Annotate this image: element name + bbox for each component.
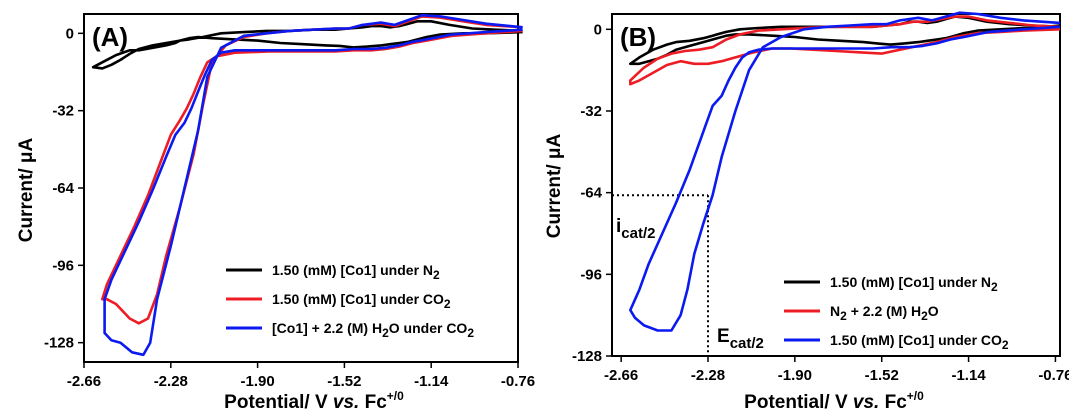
panel-a: (A) 0-32-64-96-128 -2.66 -2.28 -1.90 -1.52-… (16, 13, 535, 413)
plot-frame-b (611, 13, 1061, 357)
y-tick-label: -32 (52, 103, 74, 120)
series-line-b-1 (628, 15, 1061, 66)
x-tick-label: -2.66 (604, 367, 638, 384)
x-ticks-b: -2.66 -2.28 -1.90 -1.52 -1.14 -0.76 (604, 356, 1069, 384)
series-line-b-3 (628, 11, 1061, 332)
series-line-a-3 (103, 13, 523, 357)
x-tick-label: -1.52 (865, 367, 899, 384)
series-group-a (91, 13, 523, 357)
x-tick-label: -0.76 (501, 373, 535, 390)
x-tick-label: -1.14 (951, 367, 986, 384)
y-tick-label: 0 (66, 25, 74, 42)
y-tick-label: -96 (580, 266, 602, 283)
panel-label-b: (B) (620, 22, 656, 52)
legend-b: 1.50 (mM) [Co1] under N2 N2 + 2.2 (M) H2O… (784, 274, 1009, 352)
ecat-label-sub: cat/2 (730, 335, 764, 352)
x-tick-label: -1.14 (414, 373, 449, 390)
icat-label-main: i (616, 216, 621, 237)
ecat-label: Ecat/2 (717, 326, 764, 352)
panel-b: (B) 0-32-64-96-128 -2.66 -2.28 -1.90 -1.52-… (544, 11, 1069, 413)
y-ticks-b: 0 -32 -64 -96 -128 (572, 21, 612, 365)
ecat-label-main: E (717, 326, 730, 347)
x-tick-label: -0.76 (1038, 367, 1069, 384)
x-tick-label: -1.52 (327, 373, 361, 390)
y-ticks-a: 0 -32 -64 -96 -128 (44, 25, 84, 352)
y-tick-label: -128 (44, 335, 74, 352)
y-axis-label-b-unit: μA (544, 133, 565, 159)
series-line-a-1 (91, 19, 523, 70)
x-axis-label-b: Potential/ V vs. Fc+/0 (744, 389, 924, 413)
y-tick-label: 0 (594, 21, 602, 38)
x-tick-label: -2.66 (67, 373, 101, 390)
y-axis-label-b: Current/ μA (544, 133, 565, 238)
series-line-b-2 (628, 15, 1061, 86)
x-ticks-a: -2.66 -2.28 -1.90 -1.52 -1.14 -0.76 (67, 362, 535, 390)
x-axis-label-a-sup: +/0 (387, 389, 404, 403)
series-group-b (628, 11, 1061, 332)
legend-entry: 1.50 (mM) [Co1] under N2 (830, 274, 998, 294)
x-axis-label-b-main: Potential/ V (744, 392, 853, 413)
x-axis-label-b-mid: Fc (879, 392, 907, 413)
y-axis-label-a-unit: μA (16, 137, 37, 163)
y-tick-label: -128 (572, 348, 602, 365)
y-axis-label-a-main: Current/ (16, 163, 37, 242)
y-tick-label: -64 (52, 180, 74, 197)
x-axis-label-b-sup: +/0 (907, 389, 924, 403)
y-axis-label-b-main: Current/ (544, 159, 565, 238)
x-tick-label: -1.90 (778, 367, 812, 384)
legend-a: 1.50 (mM) [Co1] under N2 1.50 (mM) [Co1] … (226, 262, 474, 340)
y-axis-label-a: Current/ μA (16, 137, 37, 242)
x-tick-label: -2.28 (691, 367, 725, 384)
panel-label-a: (A) (92, 22, 128, 52)
y-tick-label: -32 (580, 103, 602, 120)
legend-entry: 1.50 (mM) [Co1] under N2 (272, 262, 440, 282)
x-axis-label-a-italic: vs. (333, 392, 359, 413)
y-tick-label: -64 (580, 185, 602, 202)
annotation-lines-b (612, 194, 709, 356)
icat-label: icat/2 (616, 216, 655, 242)
x-axis-label-a-main: Potential/ V (224, 392, 333, 413)
x-axis-label-b-italic: vs. (853, 392, 879, 413)
x-axis-label-a-mid: Fc (359, 392, 387, 413)
legend-entry: 1.50 (mM) [Co1] under CO2 (830, 332, 1009, 352)
plot-frame-a (83, 13, 519, 363)
icat-label-sub: cat/2 (621, 225, 655, 242)
legend-entry: N2 + 2.2 (M) H2O (830, 303, 939, 323)
y-tick-label: -96 (52, 257, 74, 274)
x-tick-label: -1.90 (240, 373, 274, 390)
legend-entry: [Co1] + 2.2 (M) H2O under CO2 (272, 320, 474, 340)
x-axis-label-a: Potential/ V vs. Fc+/0 (224, 389, 404, 413)
x-tick-label: -2.28 (154, 373, 188, 390)
legend-entry: 1.50 (mM) [Co1] under CO2 (272, 291, 451, 311)
